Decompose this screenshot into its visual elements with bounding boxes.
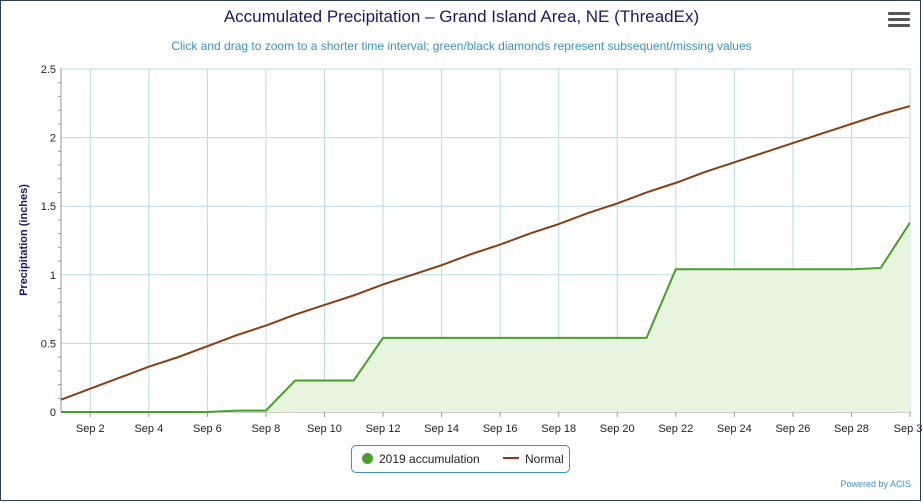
menu-bar [888, 18, 910, 21]
y-tick-label: 0 [50, 407, 56, 419]
x-tick-label: Sep 3 [894, 423, 923, 435]
legend: 2019 accumulation Normal [351, 445, 570, 473]
series-line-normal [60, 105, 911, 401]
legend-marker [362, 453, 373, 464]
legend-marker [503, 457, 519, 459]
y-tick-label: 2.5 [41, 64, 56, 76]
x-tick-label: Sep 28 [834, 423, 869, 435]
y-tick-label: 0.5 [41, 338, 56, 350]
y-tick-label: 1 [50, 270, 56, 282]
chart-subtitle: Click and drag to zoom to a shorter time… [171, 39, 752, 53]
legend-item-normal[interactable]: Normal [503, 452, 564, 466]
x-tick-label: Sep 6 [193, 423, 222, 435]
x-tick-label: Sep 20 [600, 423, 635, 435]
chart-title: Accumulated Precipitation – Grand Island… [223, 7, 700, 26]
menu-bar [888, 24, 910, 27]
x-tick-label: Sep 8 [252, 423, 281, 435]
legend-item-accumulation[interactable]: 2019 accumulation [362, 452, 480, 466]
x-tick-label: Sep 22 [658, 423, 693, 435]
x-tick-label: Sep 12 [366, 423, 401, 435]
x-tick-label: Sep 2 [76, 423, 105, 435]
x-tick-label: Sep 10 [307, 423, 342, 435]
x-tick-label: Sep 16 [483, 423, 518, 435]
y-tick-label: 1.5 [41, 201, 56, 213]
legend-label: Normal [525, 452, 564, 466]
series-line-accumulation [61, 222, 911, 413]
y-axis-label: Precipitation (inches) [18, 184, 30, 296]
x-tick-label: Sep 24 [717, 423, 752, 435]
menu-bar [888, 12, 910, 15]
accumulation-area [61, 222, 910, 412]
y-tick-label: 2 [50, 133, 56, 145]
hamburger-icon[interactable] [888, 12, 910, 32]
legend-label: 2019 accumulation [379, 452, 480, 466]
x-tick-label: Sep 4 [134, 423, 163, 435]
credit-link[interactable]: Powered by ACIS [840, 479, 911, 489]
x-tick-label: Sep 14 [424, 423, 459, 435]
x-tick-label: Sep 18 [541, 423, 576, 435]
x-tick-label: Sep 26 [775, 423, 810, 435]
